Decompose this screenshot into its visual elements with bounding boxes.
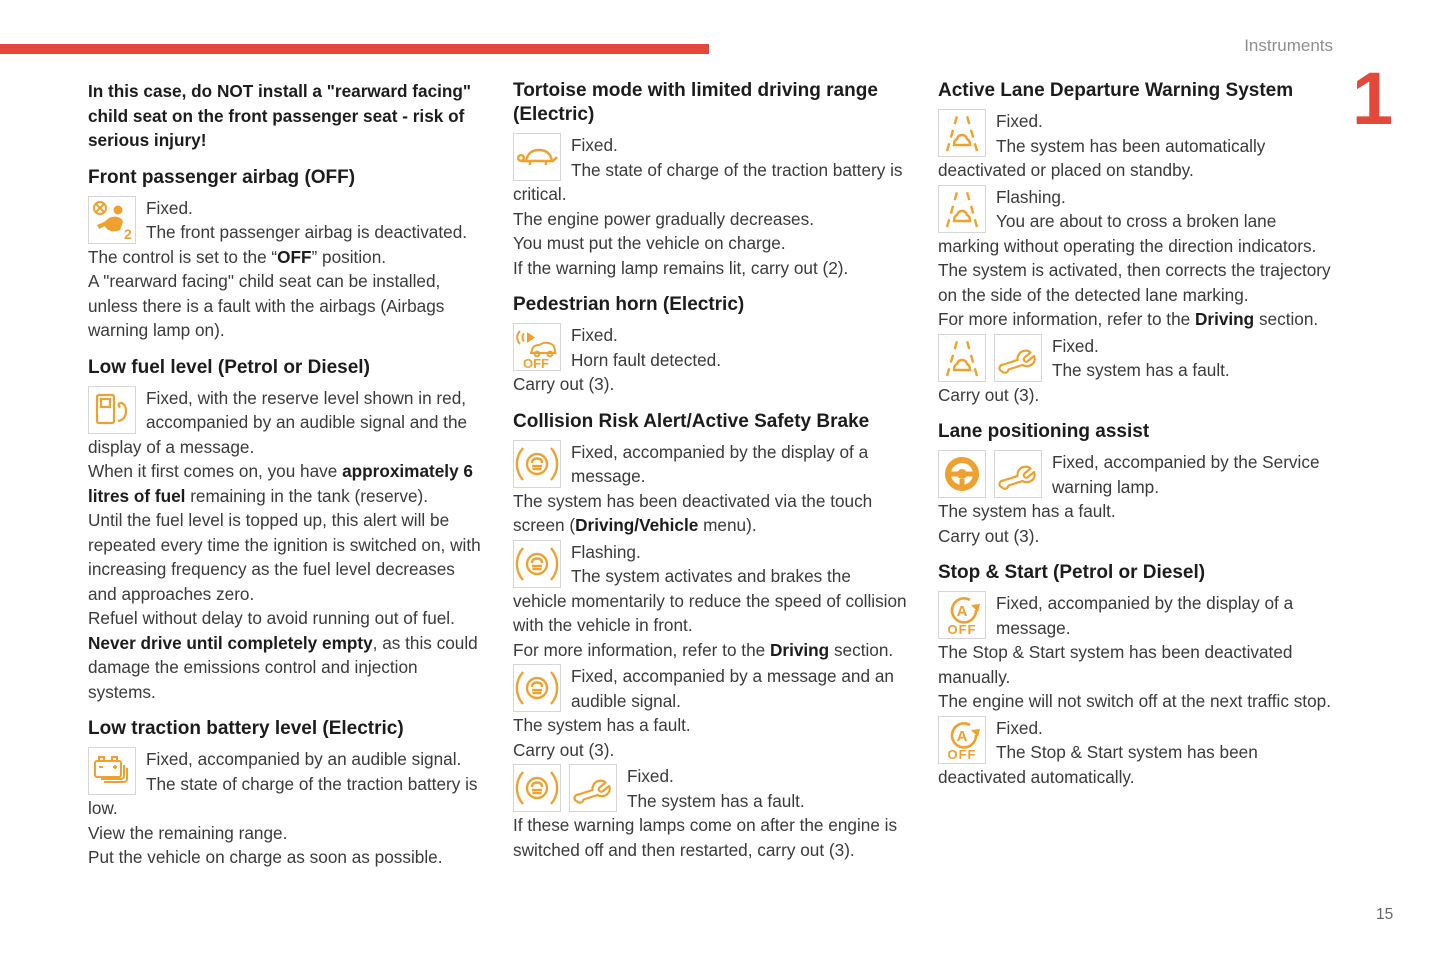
- wrench-icon: [569, 764, 617, 812]
- warning-entry: Fixed, accompanied by a message and an a…: [513, 664, 908, 762]
- warning-entry: Fixed. The state of charge of the tractio…: [513, 133, 908, 280]
- warning-entry: Flashing. The system activates and brakes…: [513, 539, 908, 663]
- entry-text: Fixed, accompanied by a message and an a…: [513, 666, 894, 760]
- content-columns: In this case, do NOT install a "rearward…: [88, 79, 1333, 870]
- warning-entry: 2 Fixed. The front passenger airbag is de…: [88, 195, 483, 343]
- warning-entry: Fixed, accompanied by the display of a m…: [513, 439, 908, 538]
- warning-entry: Fixed. The system has been automatically …: [938, 109, 1333, 183]
- pedestrian-horn-icon: OFF: [513, 323, 561, 371]
- entry-text: Fixed. The Stop & Start system has been d…: [938, 717, 1258, 787]
- entry-text: Fixed, accompanied by the display of a m…: [938, 593, 1331, 711]
- warning-entry: OFF Fixed. Horn fault detected. Carry out …: [513, 323, 908, 397]
- stop-start-off-icon: A OFF: [938, 591, 986, 639]
- lane-departure-icon: [938, 184, 986, 233]
- chapter-number: 1: [1352, 57, 1394, 140]
- column-1: In this case, do NOT install a "rearward…: [88, 79, 483, 870]
- wrench-icon: [994, 450, 1042, 498]
- entry-text: Fixed. Horn fault detected. Carry out (3).: [513, 325, 722, 394]
- svg-text:OFF: OFF: [948, 622, 977, 637]
- warning-entry: A OFF Fixed, accompanied by the display …: [938, 591, 1333, 714]
- entry-text: Fixed, accompanied by the display of a m…: [513, 441, 873, 536]
- tortoise-icon: [513, 133, 561, 181]
- warning-entry: Fixed. The system has a fault. If these wa…: [513, 764, 908, 862]
- entry-text: Fixed. The system has been automatically …: [938, 111, 1266, 180]
- warning-entry: Fixed, with the reserve level shown in r…: [88, 385, 483, 705]
- column-2: Tortoise mode with limited driving range…: [513, 79, 908, 870]
- brake-warning-icon: [513, 664, 561, 712]
- airbag-passenger-off-icon: 2: [88, 195, 136, 244]
- steering-wheel-icon: [938, 450, 986, 498]
- section-title-collision-risk-alert: Collision Risk Alert/Active Safety Brake: [513, 410, 870, 432]
- header-section-label: Instruments: [1244, 36, 1333, 55]
- lane-departure-icon: [938, 109, 986, 157]
- svg-text:A: A: [957, 603, 968, 620]
- entry-text: Fixed. The system has a fault. Carry out (…: [938, 335, 1230, 405]
- brake-warning-icon: [513, 764, 561, 812]
- warning-entry: Flashing. You are about to cross a broken…: [938, 184, 1333, 332]
- section-title-lane-positioning-assist: Lane positioning assist: [938, 421, 1150, 442]
- traction-battery-icon: [88, 747, 136, 795]
- section-title-tortoise-mode: Tortoise mode with limited driving range…: [513, 80, 878, 125]
- entry-text: Fixed. The front passenger airbag is deac…: [88, 197, 468, 341]
- warning-entry: Fixed. The system has a fault. Carry out (…: [938, 333, 1333, 408]
- svg-text:OFF: OFF: [523, 356, 549, 369]
- warning-entry: A OFF Fixed. The Stop & Start system has …: [938, 715, 1333, 790]
- entry-text: Fixed, with the reserve level shown in r…: [88, 387, 481, 702]
- warning-entry: Fixed, accompanied by an audible signal.…: [88, 747, 483, 870]
- column-3: Active Lane Departure Warning System Fix…: [938, 79, 1333, 870]
- page-number: 15: [1376, 906, 1394, 923]
- warning-entry: Fixed, accompanied by the Service warnin…: [938, 450, 1333, 548]
- entry-text: Fixed, accompanied by the Service warnin…: [938, 452, 1320, 546]
- svg-text:A: A: [957, 728, 968, 745]
- header-red-rule: [0, 44, 709, 54]
- section-title-front-passenger-airbag: Front passenger airbag (OFF): [88, 166, 356, 188]
- svg-text:OFF: OFF: [948, 747, 977, 762]
- section-title-stop-and-start: Stop & Start (Petrol or Diesel): [938, 562, 1206, 583]
- wrench-icon: [994, 333, 1042, 382]
- entry-text: Fixed, accompanied by an audible signal.…: [88, 749, 478, 867]
- entry-text: Fixed. The system has a fault. If these wa…: [513, 766, 898, 860]
- child-seat-warning-paragraph: In this case, do NOT install a "rearward…: [88, 81, 472, 150]
- entry-text: Flashing. The system activates and brakes…: [513, 541, 907, 660]
- section-title-lane-departure-warning: Active Lane Departure Warning System: [938, 80, 1294, 101]
- stop-start-off-icon: A OFF: [938, 715, 986, 764]
- svg-text:2: 2: [124, 226, 132, 242]
- section-title-pedestrian-horn: Pedestrian horn (Electric): [513, 294, 745, 315]
- lane-departure-icon: [938, 333, 986, 382]
- entry-text: Flashing. You are about to cross a broken…: [938, 186, 1331, 330]
- entry-text: Fixed. The state of charge of the tractio…: [513, 135, 903, 278]
- brake-warning-icon: [513, 439, 561, 488]
- brake-warning-icon: [513, 539, 561, 588]
- section-title-low-fuel-level: Low fuel level (Petrol or Diesel): [88, 356, 370, 378]
- section-title-low-traction-battery: Low traction battery level (Electric): [88, 718, 404, 739]
- fuel-pump-icon: [88, 385, 136, 434]
